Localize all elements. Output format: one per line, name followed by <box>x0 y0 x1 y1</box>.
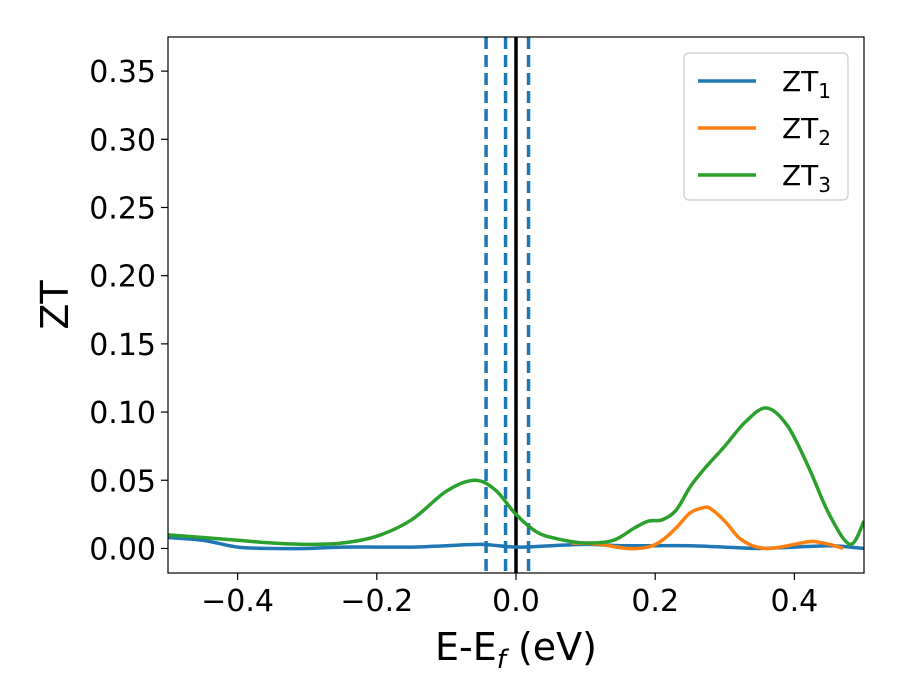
legend-entry-3: ZT3 <box>782 159 831 197</box>
legend: ZT1 ZT2 ZT3 <box>683 52 849 201</box>
x-axis-label-main: E-E <box>435 625 497 669</box>
x-axis-ticks: −0.4 −0.2 0.0 0.2 0.4 <box>201 573 818 619</box>
x-tick-label: 0.4 <box>771 584 819 619</box>
series-line-3 <box>168 406 864 547</box>
x-tick-label: −0.4 <box>201 584 274 619</box>
y-tick-label: 0.30 <box>89 123 156 158</box>
y-tick-label: 0.00 <box>89 532 156 567</box>
series-lines <box>168 406 864 551</box>
legend-box <box>683 52 849 201</box>
y-axis-ticks: 0.00 0.05 0.10 0.15 0.20 0.25 0.30 0.35 <box>89 55 168 567</box>
reference-lines <box>484 37 531 573</box>
y-tick-label: 0.25 <box>89 191 156 226</box>
y-tick-label: 0.35 <box>89 55 156 90</box>
y-tick-label: 0.10 <box>89 396 156 431</box>
y-tick-label: 0.05 <box>89 464 156 499</box>
y-axis-label: ZT <box>33 280 77 330</box>
x-axis-label-suffix: (eV) <box>506 625 597 669</box>
y-tick-label: 0.20 <box>89 260 156 295</box>
x-tick-label: −0.2 <box>340 584 413 619</box>
x-axis-label: E-Ef (eV) <box>435 625 597 675</box>
y-tick-label: 0.15 <box>89 328 156 363</box>
series-line-2 <box>571 505 844 551</box>
x-tick-label: 0.0 <box>492 584 540 619</box>
x-tick-label: 0.2 <box>631 584 679 619</box>
legend-entry-2: ZT2 <box>782 112 831 150</box>
legend-entry-1: ZT1 <box>782 65 831 103</box>
